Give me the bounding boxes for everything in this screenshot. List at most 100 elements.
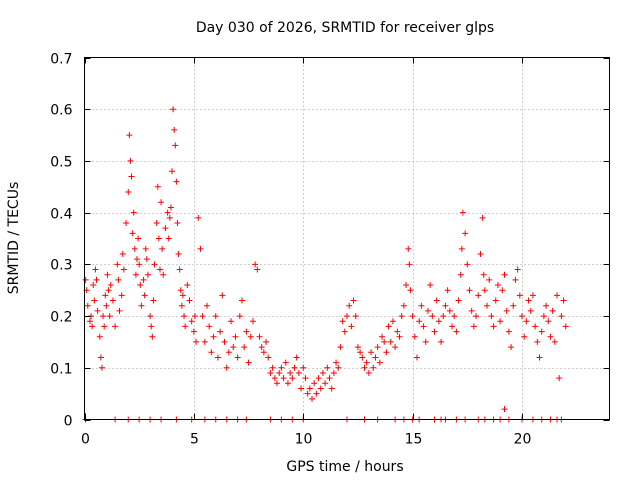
data-point bbox=[214, 354, 221, 361]
data-point bbox=[359, 354, 366, 361]
data-point bbox=[534, 338, 541, 345]
data-point bbox=[459, 209, 466, 216]
data-point bbox=[521, 333, 528, 340]
x-tick-label: 20 bbox=[514, 432, 532, 448]
x-tick-label: 0 bbox=[81, 432, 90, 448]
data-point bbox=[126, 132, 133, 139]
data-point bbox=[219, 292, 226, 299]
data-point bbox=[260, 349, 267, 356]
data-point bbox=[193, 338, 200, 345]
grid-layer bbox=[84, 57, 610, 420]
data-point bbox=[516, 292, 523, 299]
data-point bbox=[477, 251, 484, 258]
data-point bbox=[306, 385, 313, 392]
data-point bbox=[236, 313, 243, 320]
data-point bbox=[119, 251, 126, 258]
data-point bbox=[232, 333, 239, 340]
data-point bbox=[158, 199, 165, 206]
data-point bbox=[309, 395, 315, 402]
data-point bbox=[274, 380, 280, 387]
data-point bbox=[466, 287, 473, 294]
y-tick-label: 0.5 bbox=[50, 155, 72, 171]
data-point bbox=[84, 302, 91, 309]
data-point bbox=[148, 323, 155, 330]
data-point bbox=[221, 338, 228, 345]
data-point bbox=[532, 323, 539, 330]
data-point bbox=[123, 219, 130, 226]
data-point bbox=[234, 354, 241, 361]
data-point bbox=[129, 230, 136, 237]
data-point bbox=[282, 359, 289, 366]
data-point bbox=[554, 292, 560, 299]
data-point bbox=[361, 364, 368, 371]
data-point bbox=[208, 349, 215, 356]
data-point bbox=[365, 369, 372, 376]
data-point bbox=[505, 328, 512, 335]
data-point bbox=[223, 364, 230, 371]
data-point bbox=[514, 266, 521, 273]
data-point bbox=[462, 230, 469, 237]
data-point bbox=[128, 173, 135, 180]
data-point bbox=[322, 380, 329, 387]
data-point bbox=[92, 266, 99, 273]
data-point bbox=[422, 338, 429, 345]
data-point bbox=[464, 261, 471, 268]
data-point bbox=[160, 271, 167, 278]
data-point bbox=[317, 385, 324, 392]
data-point bbox=[424, 307, 431, 314]
data-point bbox=[470, 323, 477, 330]
data-point bbox=[109, 297, 116, 304]
data-point bbox=[120, 266, 127, 273]
data-point bbox=[350, 297, 357, 304]
data-point bbox=[162, 225, 169, 232]
data-point bbox=[89, 323, 96, 330]
data-point bbox=[403, 282, 410, 289]
data-point bbox=[473, 313, 480, 320]
data-point bbox=[444, 287, 451, 294]
data-point bbox=[398, 313, 405, 320]
x-tick-label: 15 bbox=[405, 432, 423, 448]
data-point bbox=[82, 276, 89, 283]
data-point bbox=[100, 313, 107, 320]
data-point bbox=[173, 178, 180, 185]
data-point bbox=[197, 245, 204, 252]
data-point bbox=[344, 313, 350, 320]
data-point bbox=[525, 297, 532, 304]
data-point bbox=[206, 323, 213, 330]
data-point bbox=[169, 168, 175, 175]
data-point bbox=[409, 313, 416, 320]
data-point bbox=[267, 369, 274, 376]
data-point bbox=[326, 375, 333, 382]
data-point bbox=[490, 323, 497, 330]
data-point bbox=[348, 323, 355, 330]
data-point bbox=[438, 338, 445, 345]
data-point bbox=[545, 318, 552, 325]
data-point bbox=[93, 276, 100, 283]
data-point bbox=[179, 292, 186, 299]
data-point bbox=[91, 297, 98, 304]
data-point bbox=[147, 313, 154, 320]
data-point bbox=[453, 328, 460, 335]
data-point bbox=[103, 302, 110, 309]
data-point bbox=[374, 344, 381, 351]
data-point bbox=[136, 261, 143, 268]
data-point bbox=[94, 307, 101, 314]
data-point bbox=[170, 106, 177, 113]
data-point bbox=[263, 338, 270, 345]
data-point bbox=[400, 302, 407, 309]
data-point bbox=[324, 364, 331, 371]
data-point bbox=[243, 328, 250, 335]
data-point bbox=[431, 328, 438, 335]
data-point bbox=[429, 313, 436, 320]
data-point bbox=[451, 313, 458, 320]
data-point bbox=[560, 297, 567, 304]
data-point bbox=[177, 287, 184, 294]
data-point bbox=[527, 307, 534, 314]
data-point bbox=[212, 313, 219, 320]
data-point bbox=[112, 323, 119, 330]
data-point bbox=[484, 302, 490, 309]
data-point bbox=[319, 369, 326, 376]
data-point bbox=[337, 344, 344, 351]
data-point bbox=[406, 261, 413, 268]
data-point bbox=[134, 256, 140, 263]
